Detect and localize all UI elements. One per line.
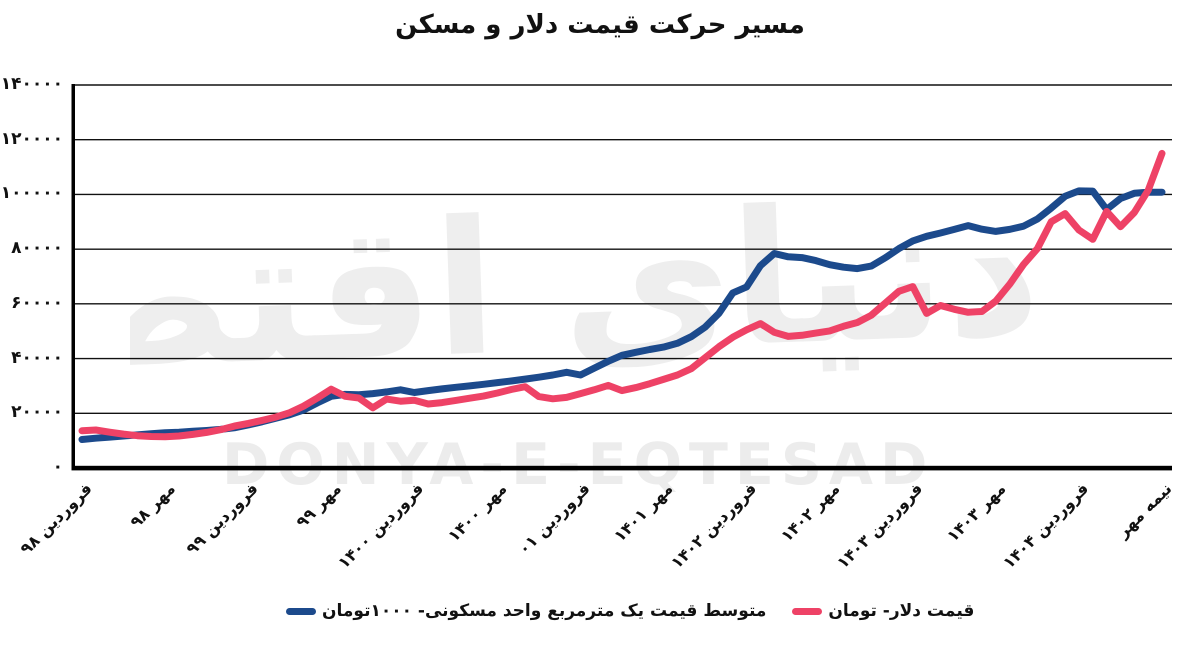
y-tick-label: ۸۰۰۰۰ [11,238,63,259]
x-tick-label: مهر ۱۴۰۲ [776,479,844,546]
y-tick-label: ۱۴۰۰۰۰ [0,74,63,94]
x-tick-label: نیمه مهر [1113,479,1176,542]
y-tick-label: ۱۲۰۰۰۰ [0,128,63,149]
legend-item-housing: متوسط قیمت یک مترمربع واحد مسکونی- ۱۰۰۰ت… [286,601,766,621]
legend-label-dollar: قیمت دلار- تومان [828,601,975,621]
y-tick-label: ۰ [52,457,63,477]
x-tick-label: فروردین ۱۴۰۳ [832,479,927,573]
y-tick-label: ۱۰۰۰۰۰ [0,183,63,204]
x-tick-label: مهر ۹۹ [291,479,345,532]
legend-label-housing: متوسط قیمت یک مترمربع واحد مسکونی- ۱۰۰۰ت… [322,601,767,621]
x-tick-label: مهر ۱۴۰۳ [942,479,1010,546]
x-tick-label: فروردین ۰۱ [514,479,594,559]
x-tick-label: مهر ۱۴۰۰ [444,479,511,546]
y-tick-label: ۴۰۰۰۰ [11,347,63,368]
line-chart-canvas [71,84,1172,471]
dollar-price-line [78,149,1166,441]
y-axis-spine [71,84,75,470]
chart-legend: متوسط قیمت یک مترمربع واحد مسکونی- ۱۰۰۰ت… [286,601,974,621]
housing-price-line [78,187,1166,443]
chart-title: مسیر حرکت قیمت دلار و مسکن [395,10,805,40]
x-tick-label: فروردین ۹۸ [16,479,96,559]
x-tick-label: مهر ۱۴۰۱ [610,479,677,546]
legend-item-dollar: قیمت دلار- تومان [792,601,974,621]
x-tick-label: فروردین ۱۴۰۲ [666,479,761,573]
y-tick-label: ۲۰۰۰۰ [11,402,63,423]
housing-line-swatch-icon [286,607,316,615]
plot-area: فروردین ۹۸ مهر ۹۸ فروردین ۹۹ مهر ۹۹ فروردین … [16,84,1175,572]
y-tick-label: ۶۰۰۰۰ [11,292,63,313]
dollar-line-swatch-icon [792,607,823,615]
x-tick-label: فروردین ۱۴۰۴ [999,479,1093,573]
x-tick-label: فروردین ۱۴۰۰ [334,479,428,573]
x-tick-label: فروردین ۹۹ [182,479,262,559]
x-tick-label: مهر ۹۸ [125,479,179,532]
x-axis-spine [71,465,1172,471]
y-axis-tick-labels: ۰ ۲۰۰۰۰ ۴۰۰۰۰ ۶۰۰۰۰ ۸۰۰۰۰ ۱۰۰۰۰۰ ۱۲۰۰۰۰ ۱۴۰۰۰۰ [0,74,63,477]
